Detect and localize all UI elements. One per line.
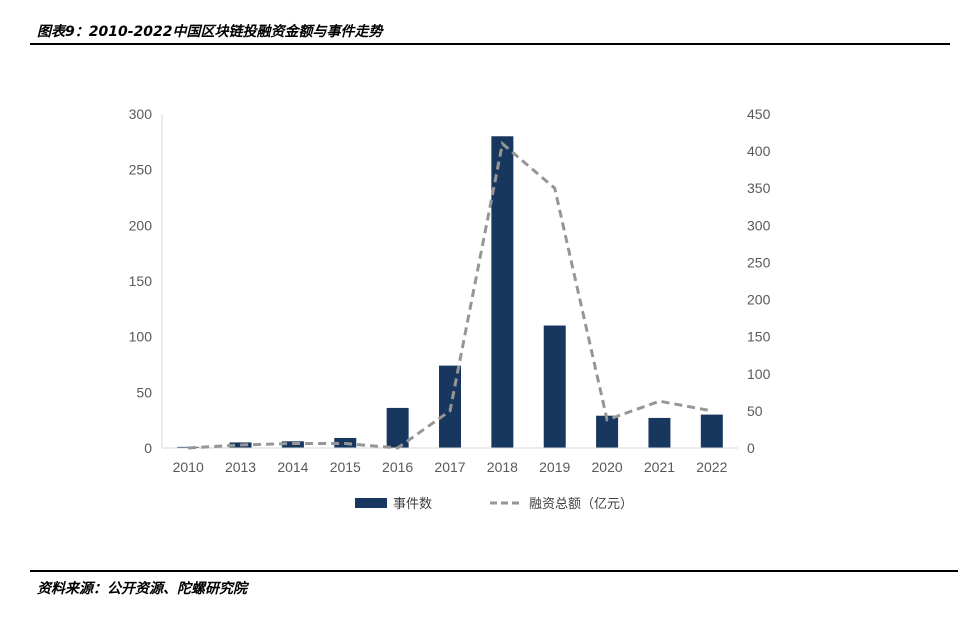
top-rule bbox=[30, 43, 950, 45]
right-tick-label: 250 bbox=[747, 254, 771, 270]
right-tick-label: 400 bbox=[747, 143, 771, 159]
bar bbox=[386, 407, 409, 448]
left-tick-label: 0 bbox=[144, 440, 152, 456]
left-axis-ticks: 0 50 100 150 200 250 300 bbox=[129, 106, 153, 456]
right-tick-label: 0 bbox=[747, 440, 755, 456]
left-tick-label: 150 bbox=[129, 273, 153, 289]
x-tick-label: 2018 bbox=[487, 459, 518, 475]
x-tick-label: 2021 bbox=[644, 459, 675, 475]
bar bbox=[700, 414, 723, 448]
x-tick-label: 2017 bbox=[434, 459, 465, 475]
x-tick-label: 2010 bbox=[173, 459, 204, 475]
x-tick-label: 2019 bbox=[539, 459, 570, 475]
right-tick-label: 350 bbox=[747, 180, 771, 196]
x-tick-label: 2015 bbox=[330, 459, 361, 475]
right-tick-label: 100 bbox=[747, 366, 771, 382]
bottom-rule bbox=[30, 570, 958, 572]
right-tick-label: 50 bbox=[747, 403, 763, 419]
left-tick-label: 250 bbox=[129, 162, 153, 178]
bar bbox=[543, 325, 566, 448]
bar-series bbox=[177, 136, 723, 448]
right-axis-ticks: 0 50 100 150 200 250 300 350 400 450 bbox=[747, 106, 771, 456]
x-tick-label: 2016 bbox=[382, 459, 413, 475]
right-tick-label: 300 bbox=[747, 217, 771, 233]
left-tick-label: 300 bbox=[129, 106, 153, 122]
source-note: 资料来源：公开资源、陀螺研究院 bbox=[37, 581, 247, 597]
right-tick-label: 150 bbox=[747, 329, 771, 345]
bar bbox=[648, 417, 671, 448]
bar bbox=[596, 415, 619, 448]
left-tick-label: 50 bbox=[136, 384, 152, 400]
x-tick-label: 2020 bbox=[592, 459, 623, 475]
x-tick-label: 2014 bbox=[277, 459, 308, 475]
right-tick-label: 200 bbox=[747, 292, 771, 308]
left-tick-label: 100 bbox=[129, 329, 153, 345]
left-tick-label: 200 bbox=[129, 217, 153, 233]
legend-label-events: 事件数 bbox=[393, 497, 432, 512]
x-tick-label: 2013 bbox=[225, 459, 256, 475]
x-axis-ticks: 2010 2013 2014 2015 2016 2017 2018 2019 2020 2021… bbox=[173, 459, 728, 475]
legend-label-amount: 融资总额（亿元） bbox=[529, 497, 633, 512]
legend: 事件数 融资总额（亿元） bbox=[355, 497, 633, 512]
line-series-path bbox=[188, 140, 713, 450]
bar bbox=[491, 136, 514, 448]
right-tick-label: 450 bbox=[747, 106, 771, 122]
figure-title: 图表9：2010-2022中国区块链投融资金额与事件走势 bbox=[37, 24, 383, 40]
legend-swatch-events bbox=[355, 498, 387, 508]
x-tick-label: 2022 bbox=[696, 459, 727, 475]
